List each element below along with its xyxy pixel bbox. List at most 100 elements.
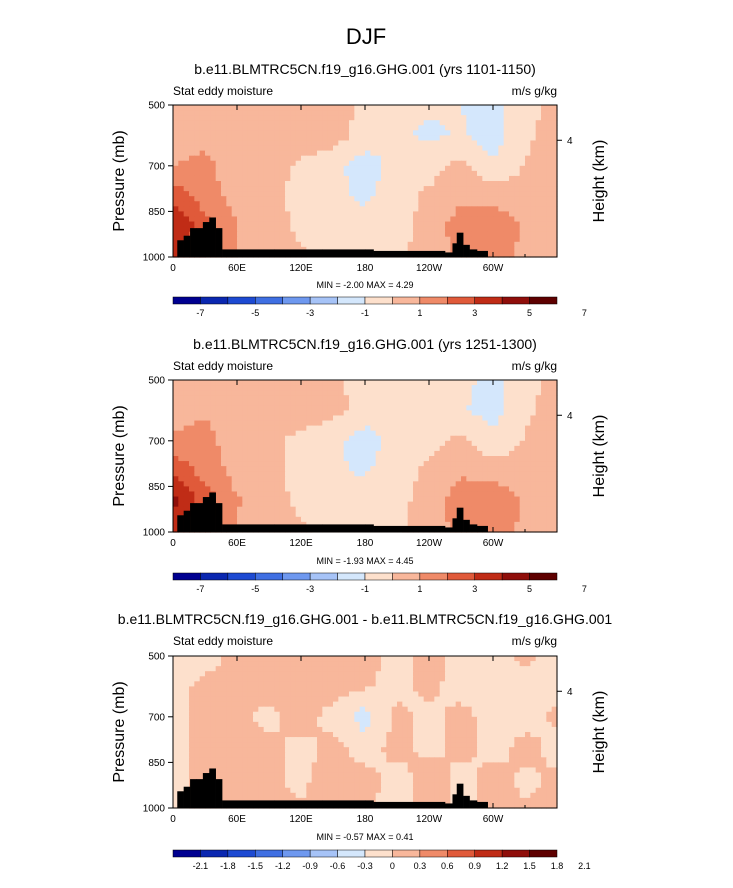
- field-cell: [525, 496, 531, 503]
- field-cell: [477, 491, 483, 498]
- field-cell: [487, 226, 494, 233]
- field-cell: [429, 476, 435, 482]
- field-cell: [263, 181, 270, 187]
- field-cell: [423, 226, 430, 233]
- field-cell: [306, 666, 313, 672]
- land-block: [452, 243, 458, 257]
- field-cell: [450, 466, 457, 472]
- field-cell: [455, 676, 462, 682]
- field-cell: [541, 120, 547, 126]
- field-cell: [471, 400, 478, 406]
- field-cell: [407, 216, 414, 223]
- field-cell: [450, 385, 457, 391]
- field-cell: [413, 175, 419, 182]
- land-block: [463, 244, 470, 257]
- field-cell: [445, 241, 451, 248]
- field-cell: [514, 511, 521, 518]
- field-cell: [455, 666, 462, 672]
- field-cell: [269, 201, 275, 207]
- field-cell: [525, 216, 531, 223]
- field-cell: [466, 115, 473, 121]
- field-cell: [253, 476, 259, 482]
- field-cell: [439, 181, 446, 187]
- field-cell: [242, 476, 249, 482]
- field-cell: [525, 251, 531, 258]
- field-cell: [413, 390, 419, 396]
- field-cell: [471, 415, 478, 422]
- colorbar-box: [392, 296, 421, 305]
- field-cell: [477, 150, 483, 157]
- field-cell: [258, 476, 265, 482]
- field-cell: [205, 450, 211, 457]
- field-cell: [445, 206, 451, 212]
- field-cell: [423, 246, 430, 253]
- field-cell: [322, 155, 329, 162]
- field-cell: [189, 221, 195, 228]
- field-cell: [370, 445, 377, 452]
- field-cell: [221, 466, 227, 472]
- field-cell: [381, 410, 387, 417]
- field-cell: [247, 226, 254, 233]
- field-cell: [487, 201, 494, 207]
- field-cell: [386, 160, 393, 167]
- field-cell: [503, 506, 510, 513]
- field-cell: [503, 110, 510, 116]
- field-cell: [301, 211, 307, 218]
- field-cell: [253, 226, 259, 233]
- field-cell: [263, 491, 270, 498]
- field-cell: [263, 390, 270, 396]
- field-cell: [397, 476, 403, 482]
- field-cell: [215, 221, 222, 228]
- field-cell: [407, 481, 414, 487]
- field-cell: [402, 170, 409, 177]
- field-cell: [423, 486, 430, 493]
- field-cell: [359, 656, 366, 662]
- field-cell: [455, 135, 462, 142]
- colorbar-box: [529, 572, 558, 581]
- field-cell: [434, 466, 441, 472]
- field-cell: [370, 405, 377, 411]
- field-cell: [333, 671, 339, 677]
- field-cell: [274, 681, 281, 687]
- field-cell: [343, 110, 350, 116]
- field-cell: [498, 145, 505, 152]
- field-cell: [477, 231, 483, 238]
- field-cell: [541, 165, 547, 172]
- field-cell: [541, 216, 547, 223]
- field-cell: [493, 155, 499, 162]
- field-cell: [194, 415, 201, 422]
- field-cell: [285, 170, 291, 177]
- field-cell: [365, 491, 371, 498]
- field-cell: [279, 191, 286, 197]
- field-cell: [439, 395, 446, 401]
- field-cell: [386, 110, 393, 116]
- field-cell: [365, 211, 371, 218]
- field-cell: [258, 681, 265, 687]
- field-cell: [343, 236, 350, 243]
- field-cell: [205, 216, 211, 223]
- field-cell: [365, 165, 371, 172]
- field-cell: [221, 165, 227, 172]
- field-cell: [247, 506, 254, 513]
- field-cell: [295, 481, 302, 487]
- field-cell: [231, 120, 238, 126]
- field-cell: [301, 681, 307, 687]
- field-cell: [365, 410, 371, 417]
- field-cell: [258, 135, 265, 142]
- field-cell: [231, 440, 238, 447]
- field-cell: [269, 410, 275, 417]
- field-cell: [194, 661, 201, 667]
- field-cell: [178, 496, 185, 503]
- field-cell: [333, 676, 339, 682]
- field-cell: [333, 466, 339, 472]
- field-cell: [509, 105, 515, 111]
- field-cell: [242, 491, 249, 498]
- field-cell: [514, 385, 521, 391]
- field-cell: [178, 481, 185, 487]
- field-cell: [493, 380, 499, 386]
- field-cell: [263, 471, 270, 477]
- field-cell: [493, 140, 499, 147]
- field-cell: [242, 206, 249, 212]
- field-cell: [418, 501, 425, 508]
- field-cell: [242, 656, 249, 662]
